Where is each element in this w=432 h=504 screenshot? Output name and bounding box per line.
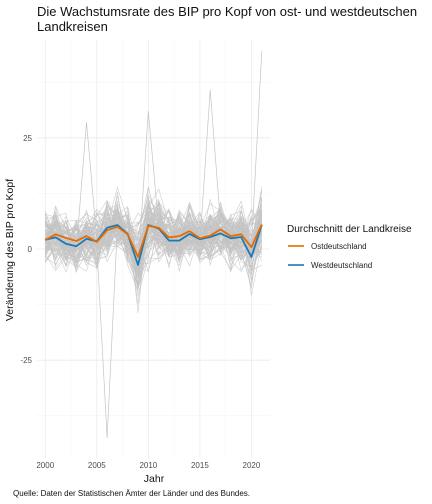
district-line-extreme bbox=[44, 218, 263, 439]
x-tick-label: 2005 bbox=[88, 461, 106, 470]
y-axis-title: Veränderung des BIP pro Kopf bbox=[4, 179, 16, 321]
y-tick-label: 0 bbox=[28, 245, 33, 254]
legend-title: Durchschnitt der Landkreise bbox=[287, 224, 412, 235]
district-line bbox=[45, 205, 263, 262]
district-line bbox=[44, 190, 263, 261]
legend: Durchschnitt der Landkreise Ostdeutschla… bbox=[287, 224, 412, 270]
x-tick-label: 2020 bbox=[243, 461, 261, 470]
y-tick-label: -25 bbox=[20, 356, 32, 365]
x-tick-label: 2000 bbox=[36, 461, 54, 470]
district-line bbox=[44, 187, 263, 274]
district-line bbox=[44, 206, 263, 272]
x-axis-title: Jahr bbox=[144, 473, 165, 485]
legend-label-ostdeutschland: Ostdeutschland bbox=[311, 242, 367, 251]
chart-title-line-1: Die Wachstumsrate des BIP pro Kopf von o… bbox=[37, 4, 417, 19]
average-series bbox=[44, 224, 263, 266]
district-line-extreme bbox=[44, 89, 263, 257]
district-line bbox=[44, 186, 263, 278]
series-line-ostdeutschland bbox=[44, 224, 263, 258]
legend-label-westdeutschland: Westdeutschland bbox=[311, 261, 372, 270]
chart-title-line-2: Landkreisen bbox=[37, 19, 108, 34]
y-tick-label: 25 bbox=[23, 134, 32, 143]
source-caption: Quelle: Daten der Statistischen Ämter de… bbox=[13, 489, 250, 498]
district-line bbox=[45, 199, 263, 267]
axis-ticks: 2000 2005 2010 2015 2020 -25 0 25 bbox=[20, 134, 260, 470]
district-line bbox=[44, 214, 262, 260]
x-tick-label: 2015 bbox=[191, 461, 209, 470]
district-line-extreme bbox=[45, 122, 263, 258]
x-tick-label: 2010 bbox=[139, 461, 157, 470]
